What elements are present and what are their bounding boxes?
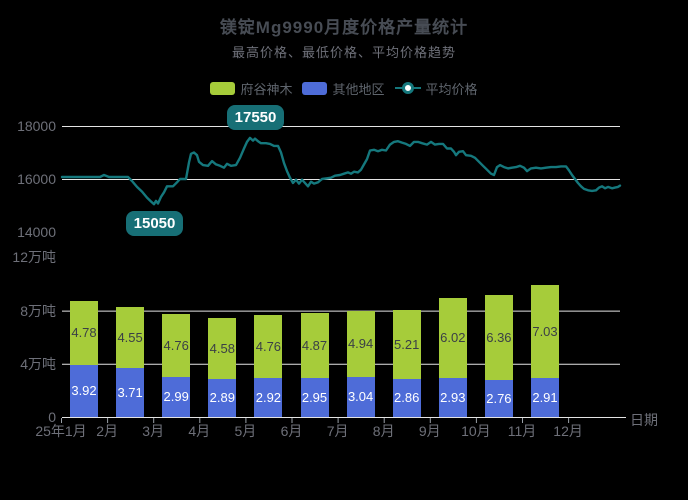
volume-axis-label: 12万吨	[12, 249, 56, 266]
x-axis-label: 2月	[96, 423, 118, 439]
bar-segment-blue	[70, 365, 98, 417]
bar-segment-green	[254, 315, 283, 378]
bar-value-label-green: 7.03	[532, 323, 558, 339]
bar-segment-blue	[392, 379, 421, 417]
bar-segment-blue	[162, 377, 191, 417]
bar-segment-green	[208, 318, 237, 379]
bar-swatch-blue-icon	[302, 81, 328, 95]
bar-value-label-green: 4.78	[71, 325, 97, 340]
x-axis-label: 9月	[418, 423, 441, 439]
chart-subtitle: 最高价格、最低价格、平均价格趋势	[231, 45, 456, 60]
x-axis-label: 7月	[326, 423, 349, 439]
bar-segment-green	[70, 301, 98, 365]
bar-value-label-green: 4.94	[347, 336, 374, 351]
x-axis-label: 5月	[234, 423, 257, 439]
bar-segment-green	[438, 298, 467, 378]
legend-label: 府谷神木	[240, 81, 293, 97]
bar-segment-blue	[346, 377, 375, 417]
bar-segment-green	[162, 314, 191, 377]
bar-value-label-blue: 2.93	[440, 389, 466, 405]
bar-value-label-blue: 3.71	[117, 384, 143, 400]
max-price-badge: 17550	[227, 105, 284, 130]
x-axis-label: 11月	[507, 423, 537, 439]
bar-segment-blue	[531, 378, 559, 417]
legend-item-fugu-shenmu[interactable]: 府谷神木	[210, 79, 292, 98]
bar-segment-green	[300, 313, 329, 378]
bar-value-label-blue: 3.04	[347, 389, 374, 404]
x-axis-name: 日期	[630, 412, 658, 428]
bar-value-label-blue: 3.92	[71, 383, 97, 398]
bar-value-label-blue: 2.86	[394, 390, 420, 405]
bar-value-label-blue: 2.89	[209, 390, 235, 405]
legend-item-other-regions[interactable]: 其他地区	[302, 79, 385, 98]
price-axis-label: 16000	[17, 171, 56, 187]
bar-value-label-green: 4.58	[209, 340, 235, 356]
bar-segment-blue	[484, 380, 513, 417]
bar-value-label-blue: 2.95	[301, 389, 328, 405]
bar-value-label-green: 4.76	[163, 337, 189, 353]
bar-value-label-blue: 2.76	[486, 390, 512, 406]
bar-segment-green	[392, 310, 421, 379]
bar-value-label-blue: 2.91	[532, 389, 558, 405]
legend-label: 平均价格	[425, 81, 478, 97]
x-axis-label: 12月	[553, 423, 583, 439]
bar-segment-blue	[116, 368, 145, 417]
x-axis-label: 8月	[372, 423, 395, 439]
bar-segment-green	[346, 311, 375, 377]
average-price-line	[60, 136, 622, 206]
chart-title: 镁锭Mg9990月度价格产量统计	[219, 18, 469, 37]
price-axis-label: 18000	[17, 118, 56, 134]
line-series-marker-icon	[394, 81, 421, 95]
volume-axis-label: 8万吨	[20, 302, 56, 319]
bar-value-label-blue: 2.99	[163, 389, 189, 404]
x-axis-label: 6月	[280, 423, 303, 439]
bar-value-label-blue: 2.92	[255, 389, 282, 405]
bar-segment-blue	[438, 378, 467, 417]
legend: 府谷神木 其他地区 平均价格	[0, 79, 688, 98]
volume-axis-label: 4万吨	[20, 355, 56, 372]
bar-segment-green	[484, 295, 513, 380]
bar-segment-blue	[208, 379, 237, 417]
volume-axis-label: 0	[48, 409, 56, 425]
price-axis-label: 14000	[17, 224, 56, 240]
legend-label: 其他地区	[332, 81, 385, 97]
bar-segment-blue	[300, 378, 329, 417]
x-axis-label: 25年1月	[35, 423, 87, 439]
legend-item-average-price[interactable]: 平均价格	[394, 79, 478, 98]
bar-value-label-green: 4.55	[117, 329, 143, 345]
bar-segment-blue	[254, 378, 283, 417]
bar-value-label-green: 6.36	[486, 329, 512, 345]
bar-value-label-green: 4.87	[301, 337, 328, 353]
min-price-badge: 15050	[126, 211, 183, 236]
bar-segment-green	[531, 285, 559, 378]
bar-value-label-green: 5.21	[394, 336, 420, 352]
bar-swatch-green-icon	[210, 81, 236, 95]
x-axis-label: 4月	[188, 423, 211, 439]
bar-value-label-green: 6.02	[440, 330, 466, 345]
x-axis-label: 3月	[142, 423, 165, 439]
x-axis-label: 10月	[461, 423, 491, 439]
bar-value-label-green: 4.76	[255, 338, 282, 354]
bar-segment-green	[116, 307, 145, 368]
